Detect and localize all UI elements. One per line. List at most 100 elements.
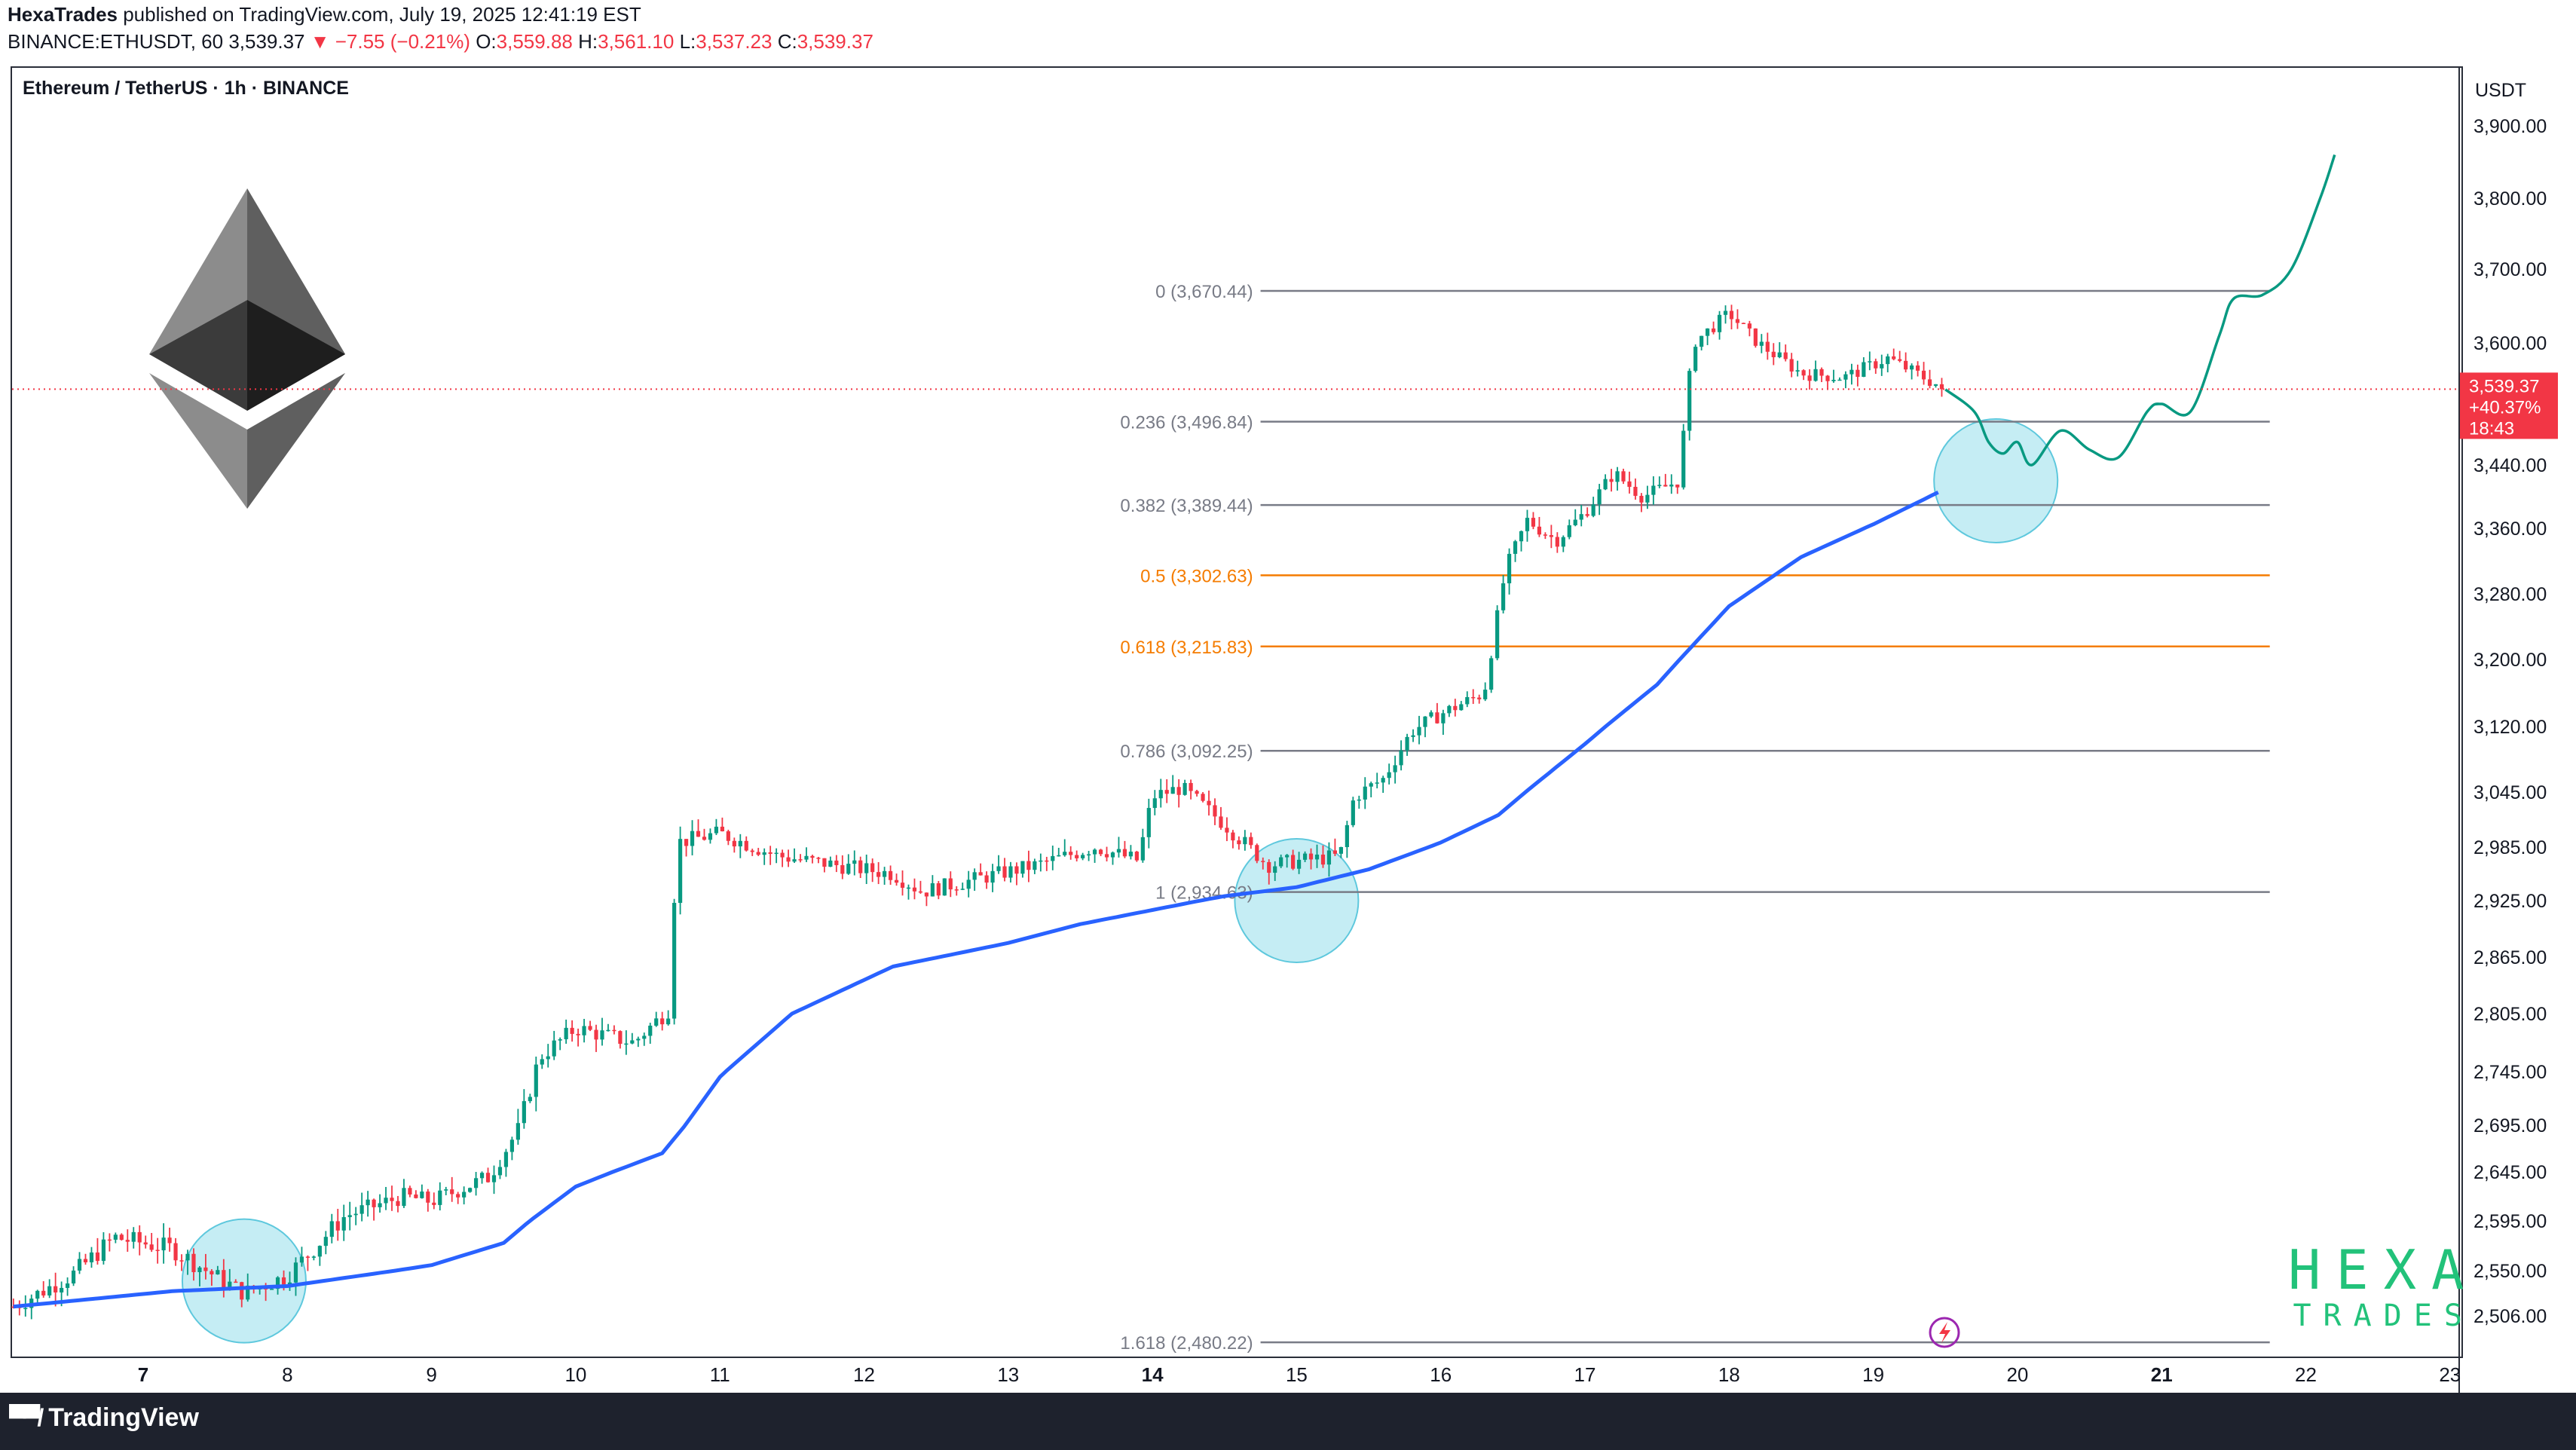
candle-body (1567, 525, 1571, 537)
candle-body (462, 1192, 467, 1198)
candle-body (1116, 849, 1121, 853)
y-tick-label: 3,045.00 (2474, 782, 2547, 803)
candle-body (1332, 850, 1338, 854)
replay-lightning-icon[interactable] (1929, 1317, 1960, 1348)
currency-label[interactable]: USDT (2475, 80, 2527, 101)
candle-body (756, 852, 760, 855)
candle-body (281, 1277, 286, 1285)
candle-body (1164, 790, 1169, 794)
candle-body (1441, 713, 1446, 723)
symbol-label[interactable]: BINANCE:ETHUSDT, 60 (8, 30, 224, 53)
candle-body (1657, 485, 1662, 486)
time-axis[interactable]: 7 8 9 10 11 12 13 14 15 16 17 18 19 20 21 22 23 (138, 1363, 2461, 1386)
price-badge-change: +40.37% (2469, 397, 2541, 418)
candle-body (1868, 361, 1872, 362)
candle-body (540, 1059, 544, 1065)
candle-body (107, 1239, 112, 1241)
candle-body (1122, 849, 1127, 857)
candle-body (497, 1167, 503, 1176)
price-axis[interactable]: 3,900.00 3,800.00 3,700.00 3,600.00 3,440.00… (12, 116, 2558, 1327)
fib-level-label: 0.236 (3,496.84) (1120, 412, 1253, 433)
candle-body (1219, 816, 1223, 828)
candle-body (246, 1285, 250, 1300)
x-tick-label: 16 (1430, 1363, 1452, 1386)
y-tick-label: 3,360.00 (2474, 519, 2547, 540)
candle-body (1225, 827, 1229, 833)
candle-body (1308, 853, 1314, 860)
publisher-name[interactable]: HexaTrades (8, 3, 118, 26)
candle-body (1411, 735, 1415, 737)
x-tick-label: 7 (138, 1363, 148, 1386)
candle-body (353, 1213, 358, 1216)
eth-logo (149, 188, 345, 509)
candle-body (990, 870, 995, 883)
price-scale-divider (2458, 66, 2460, 1393)
candle-body (1525, 518, 1530, 531)
candle-body (1627, 481, 1632, 487)
candle-body (426, 1192, 430, 1203)
candle-body (305, 1256, 311, 1258)
candle-body (840, 864, 845, 874)
candle-body (1207, 800, 1211, 806)
candle-body (1874, 361, 1878, 369)
x-tick-label: 8 (282, 1363, 292, 1386)
y-tick-label: 2,550.00 (2474, 1261, 2547, 1282)
candle-body (564, 1027, 568, 1039)
candle-body (1687, 371, 1692, 431)
close-value: 3,539.37 (797, 30, 873, 53)
candle-body (293, 1262, 298, 1283)
candle-body (1910, 365, 1914, 370)
candle-body (131, 1231, 136, 1242)
fib-level-label: 0.382 (3,389.44) (1120, 496, 1253, 516)
candle-body (924, 892, 929, 897)
candle-body (1783, 352, 1788, 359)
candle-body (1759, 341, 1764, 346)
y-tick-label: 3,600.00 (2474, 333, 2547, 354)
header-bar: HexaTrades published on TradingView.com,… (0, 0, 2576, 65)
candle-body (1338, 847, 1343, 854)
high-label: H: (578, 30, 598, 53)
projection-path-line[interactable] (1944, 154, 2336, 467)
candle-body (317, 1246, 322, 1257)
candle-body (444, 1189, 448, 1191)
candle-body (672, 903, 677, 1019)
fib-level-label: 0.5 (3,302.63) (1140, 566, 1253, 586)
candle-body (1813, 369, 1818, 381)
candle-body (1573, 519, 1577, 525)
hexa-watermark: HEXA TRADES (2288, 1240, 2479, 1332)
candle-body (648, 1025, 653, 1036)
candle-body (503, 1152, 509, 1167)
candle-body (1008, 866, 1013, 878)
candle-body (1092, 849, 1097, 855)
candle-body (690, 831, 695, 846)
candle-body (1201, 794, 1205, 801)
candle-body (89, 1252, 94, 1262)
fibonacci-retracement[interactable]: 0 (3,670.44) 0.236 (3,496.84) 0.382 (3,389… (1120, 282, 2270, 1354)
y-tick-label: 2,695.00 (2474, 1115, 2547, 1136)
candle-body (726, 831, 730, 841)
candle-body (684, 839, 689, 846)
tradingview-logo[interactable]: ▀▀/TradingView (9, 1403, 199, 1433)
candle-body (59, 1287, 64, 1292)
chart-frame[interactable] (11, 66, 2463, 1358)
candle-body (1033, 861, 1037, 870)
highlight-circle (181, 1218, 307, 1344)
candle-body (54, 1286, 58, 1292)
price-badge[interactable] (2460, 372, 2558, 439)
candle-body (1747, 323, 1752, 329)
candle-body (1675, 484, 1680, 488)
candle-body (780, 852, 785, 858)
footer-bar (0, 1393, 2576, 1450)
y-tick-label: 3,280.00 (2474, 584, 2547, 605)
y-tick-label: 2,745.00 (2474, 1062, 2547, 1083)
projection-path[interactable] (1944, 154, 2336, 467)
candle-body (1261, 861, 1265, 862)
candle-body (203, 1267, 208, 1271)
candle-body (468, 1188, 473, 1192)
candle-body (41, 1290, 46, 1296)
candle-body (600, 1030, 604, 1040)
candle-body (942, 878, 947, 896)
candle-body (582, 1026, 586, 1035)
candle-body (1381, 778, 1385, 783)
